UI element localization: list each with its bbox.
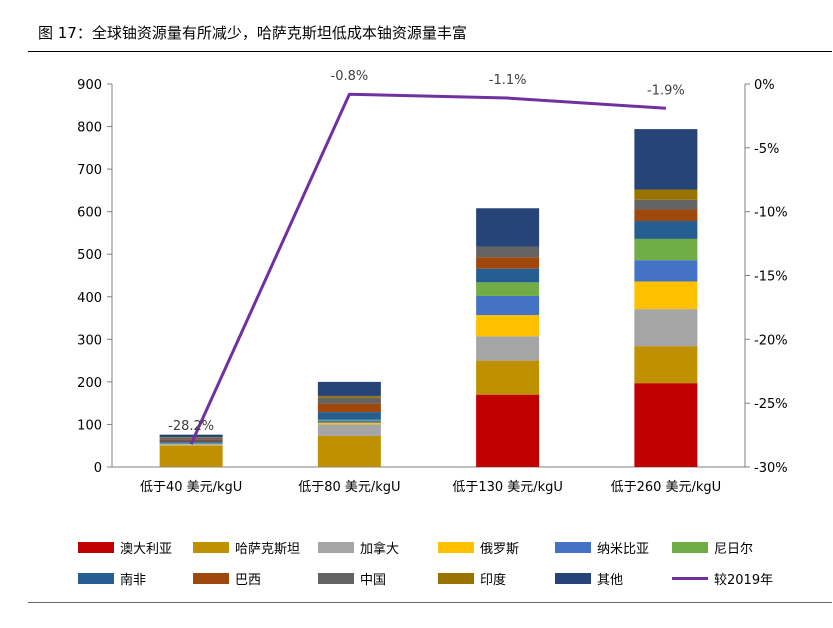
bar-segment	[476, 246, 540, 258]
bottom-rule	[28, 602, 832, 603]
y2-tick-label: -15%	[754, 270, 788, 285]
y2-tick-label: -30%	[754, 461, 788, 476]
bar-segment	[476, 336, 540, 361]
bar-segment	[159, 439, 223, 442]
bar-segment	[159, 445, 223, 467]
y2-tick-label: -20%	[754, 333, 788, 348]
line-data-label: -28.2%	[168, 419, 214, 434]
y-tick-label: 900	[77, 78, 102, 93]
bar-segment	[476, 360, 540, 395]
x-category-label: 低于40 美元/kgU	[140, 480, 242, 495]
bar-segment	[317, 397, 381, 404]
bar-segment	[317, 412, 381, 420]
y-tick-label: 600	[77, 206, 102, 221]
bar-segment	[159, 434, 223, 438]
y-tick-label: 700	[77, 163, 102, 178]
bar-segment	[317, 403, 381, 413]
bar-segment	[317, 420, 381, 423]
bar-segment	[317, 435, 381, 467]
bar-segment	[159, 444, 223, 446]
bar-segment	[476, 257, 540, 269]
figure-title: 图 17：全球铀资源量有所减少，哈萨克斯坦低成本铀资源量丰富	[38, 24, 467, 42]
bar-segment	[317, 424, 381, 436]
bar-segment	[476, 394, 540, 467]
bar-segment	[634, 129, 698, 190]
bar-segment	[634, 238, 698, 261]
x-category-label: 低于130 美元/kgU	[452, 480, 563, 495]
bar-segment	[634, 309, 698, 347]
top-rule	[28, 51, 832, 52]
y-tick-label: 500	[77, 248, 102, 263]
bar-segment	[634, 199, 698, 210]
bar-segment	[634, 383, 698, 467]
line-series-2019	[189, 92, 666, 445]
y2-tick-label: 0%	[754, 78, 775, 93]
bar-segment	[476, 295, 540, 316]
y-tick-label: 300	[77, 333, 102, 348]
y-tick-label: 200	[77, 376, 102, 391]
line-data-label: -0.8%	[331, 69, 369, 84]
y2-tick-label: -10%	[754, 206, 788, 221]
x-category-label: 低于260 美元/kgU	[611, 480, 722, 495]
bar-segment	[634, 260, 698, 282]
line-data-label: -1.9%	[647, 83, 685, 98]
bar-segment	[317, 422, 381, 425]
bar-segment	[634, 221, 698, 239]
bar-segment	[317, 395, 381, 398]
bar-segment	[317, 381, 381, 396]
bar-segment	[476, 208, 540, 247]
y2-tick-label: -5%	[754, 142, 779, 157]
bar-segment	[634, 281, 698, 310]
bar-segment	[476, 315, 540, 337]
bar-segment	[634, 209, 698, 222]
y-tick-label: 800	[77, 121, 102, 136]
y-tick-label: 400	[77, 291, 102, 306]
bar-segment	[476, 268, 540, 283]
y-tick-label: 100	[77, 418, 102, 433]
y-tick-label: 0	[94, 461, 102, 476]
bar-segment	[634, 189, 698, 200]
line-data-label: -1.1%	[489, 73, 527, 88]
bar-segment	[317, 419, 381, 421]
bar-segment	[634, 346, 698, 384]
y2-tick-label: -25%	[754, 397, 788, 412]
x-category-label: 低于80 美元/kgU	[298, 480, 400, 495]
bar-segment	[159, 437, 223, 440]
bar-segment	[476, 282, 540, 296]
